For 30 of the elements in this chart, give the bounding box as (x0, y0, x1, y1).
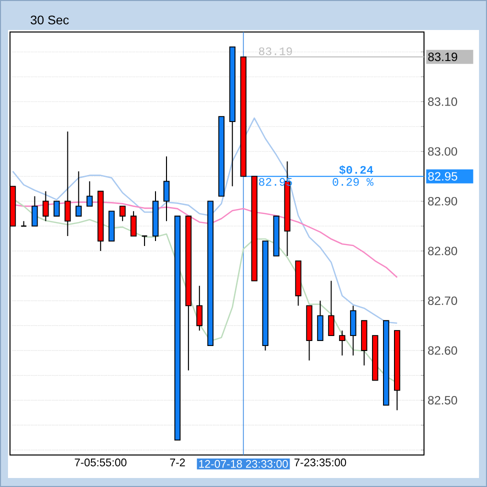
candlestick (42, 190, 49, 222)
candlestick (64, 131, 71, 237)
x-tick-label: 7-23:35:00 (294, 458, 346, 466)
annotation: 83.19 (258, 47, 292, 56)
y-tick-label: 82.80 (428, 246, 458, 256)
y-tick-label: 82.50 (428, 396, 458, 404)
candlestick (32, 196, 38, 227)
candlestick (119, 206, 126, 222)
ref-line-label: 82.95 (428, 172, 458, 181)
candlestick (339, 330, 346, 356)
y-tick-label: 82.90 (428, 196, 458, 206)
y-tick-label: 82.70 (428, 296, 458, 305)
candlestick (196, 285, 203, 332)
x-tick-label: 12-07-18 23:33:00 (199, 460, 288, 468)
candlestick (54, 200, 60, 217)
chart-title: 30 Sec (30, 16, 69, 24)
candlestick (76, 170, 82, 217)
candlestick (328, 280, 334, 336)
x-tick-label: 7-2 (170, 458, 185, 466)
candlestick (130, 210, 137, 237)
annotation: $0.24 (339, 165, 374, 175)
y-tick-label: 83.00 (428, 147, 458, 156)
y-tick-label: 83.10 (428, 97, 458, 106)
ref-line-label: 83.19 (428, 52, 458, 62)
candlestick (163, 156, 170, 222)
x-tick-label: 7-05:55:00 (74, 458, 126, 466)
line-series (12, 117, 398, 324)
annotation: 0.29 % (332, 178, 374, 186)
y-tick-label: 82.60 (428, 346, 458, 355)
candlestick (86, 180, 93, 207)
